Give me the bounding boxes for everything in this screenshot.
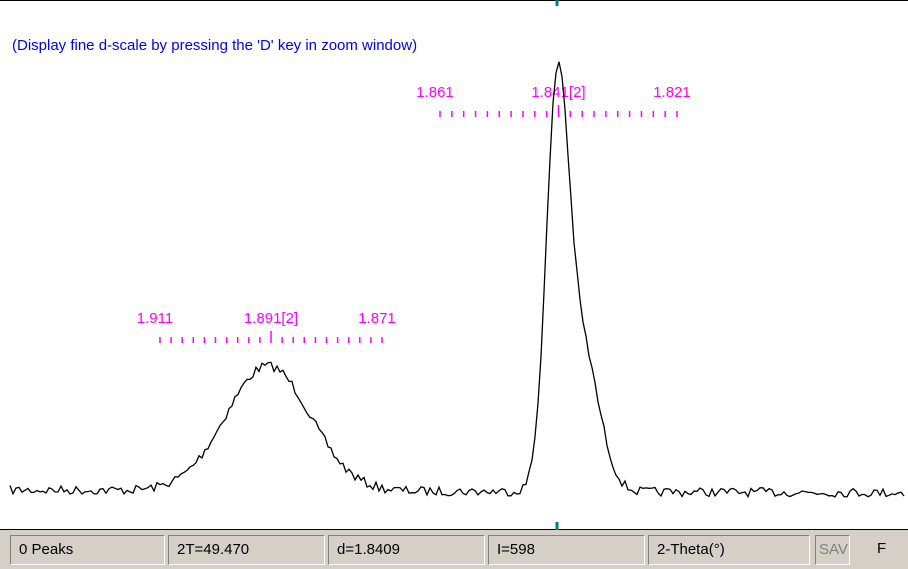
status-panel[interactable]: SAV [815, 535, 850, 565]
scale-label: 1.871 [358, 310, 396, 327]
diffraction-curve [9, 61, 905, 499]
pattern-view: (Display fine d-scale by pressing the 'D… [0, 0, 908, 530]
status-panel: d=1.8409 [328, 535, 485, 565]
plot-background [0, 0, 908, 530]
status-panel: 0 Peaks [10, 535, 165, 565]
status-panel: 2-Theta(°) [648, 535, 810, 565]
status-panel: I=598 [488, 535, 645, 565]
d-scales: 1.911 1.891[2] 1.871 1.861 1.841[2] 1.821 [137, 84, 691, 343]
status-panel: 2T=49.470 [168, 535, 325, 565]
scale-label: 1.841[2] [531, 84, 585, 101]
hint-text: (Display fine d-scale by pressing the 'D… [12, 37, 417, 54]
scale-label: 1.821 [653, 84, 691, 101]
scale-label: 1.891[2] [244, 310, 298, 327]
scale-label: 1.911 [137, 310, 173, 327]
status-panel: F [877, 540, 887, 557]
scale-label: 1.861 [416, 84, 454, 101]
